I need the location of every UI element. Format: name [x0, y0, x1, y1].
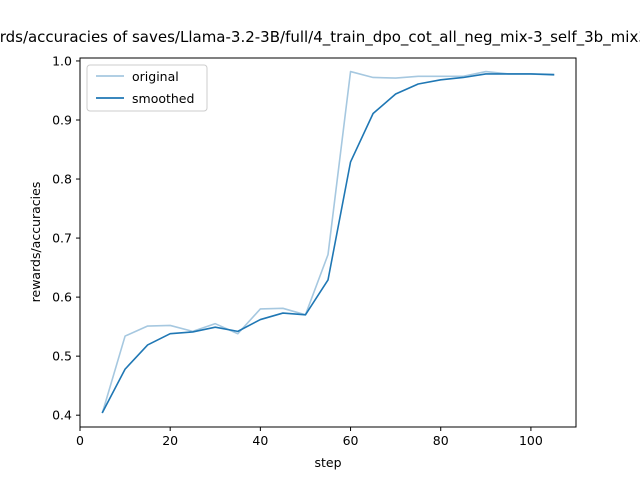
x-tick-label: 0	[76, 433, 84, 448]
chart-title: rewards/accuracies of saves/Llama-3.2-3B…	[0, 28, 640, 47]
y-axis-ticks: 0.4 0.5 0.6 0.7 0.8 0.9 1.0	[52, 53, 80, 423]
y-tick-label: 0.5	[52, 349, 72, 364]
legend: original smoothed	[86, 64, 208, 112]
x-tick-label: 80	[433, 433, 449, 448]
y-tick-label: 0.7	[52, 231, 72, 246]
x-tick-label: 40	[252, 433, 268, 448]
plot-lines	[101, 70, 555, 414]
y-tick-label: 0.4	[52, 408, 72, 423]
x-tick-label: 20	[162, 433, 178, 448]
x-axis-ticks: 0 20 40 60 80 100	[76, 427, 543, 448]
y-tick-label: 1.0	[52, 53, 72, 68]
x-tick-label: 100	[519, 433, 543, 448]
legend-label-original: original	[132, 69, 179, 84]
y-tick-label: 0.8	[52, 172, 72, 187]
y-axis-label: rewards/accuracies	[28, 182, 43, 303]
y-tick-label: 0.9	[52, 112, 72, 127]
x-tick-label: 60	[343, 433, 359, 448]
y-tick-label: 0.6	[52, 290, 72, 305]
plot-frame	[79, 57, 577, 428]
x-axis-label: step	[314, 455, 341, 470]
legend-label-smoothed: smoothed	[132, 91, 194, 106]
series-line-original	[101, 70, 555, 414]
series-line-smoothed	[101, 73, 555, 414]
